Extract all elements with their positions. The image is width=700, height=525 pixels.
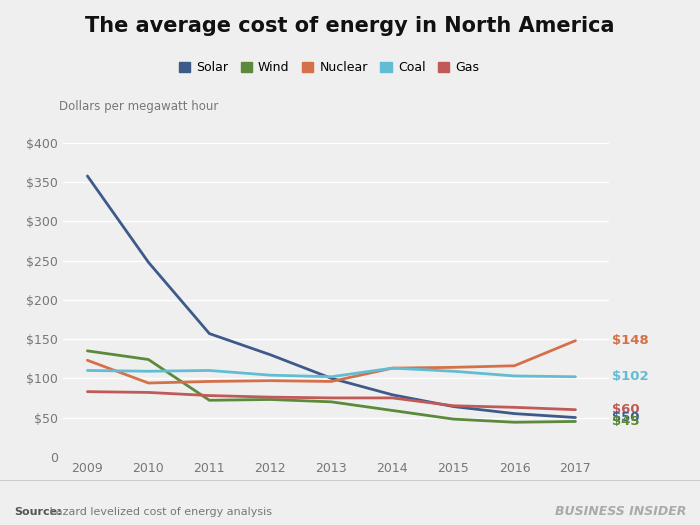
Text: Source:: Source: <box>14 507 62 517</box>
Text: $148: $148 <box>612 334 649 347</box>
Text: The average cost of energy in North America: The average cost of energy in North Amer… <box>85 16 615 36</box>
Text: $50: $50 <box>612 411 640 424</box>
Text: $60: $60 <box>612 403 640 416</box>
Legend: Solar, Wind, Nuclear, Coal, Gas: Solar, Wind, Nuclear, Coal, Gas <box>178 61 480 75</box>
Text: BUSINESS INSIDER: BUSINESS INSIDER <box>554 506 686 518</box>
Text: $102: $102 <box>612 370 649 383</box>
Text: Dollars per megawatt hour: Dollars per megawatt hour <box>60 100 219 113</box>
Text: $45: $45 <box>612 415 640 428</box>
Text: Lazard levelized cost of energy analysis: Lazard levelized cost of energy analysis <box>46 507 272 517</box>
